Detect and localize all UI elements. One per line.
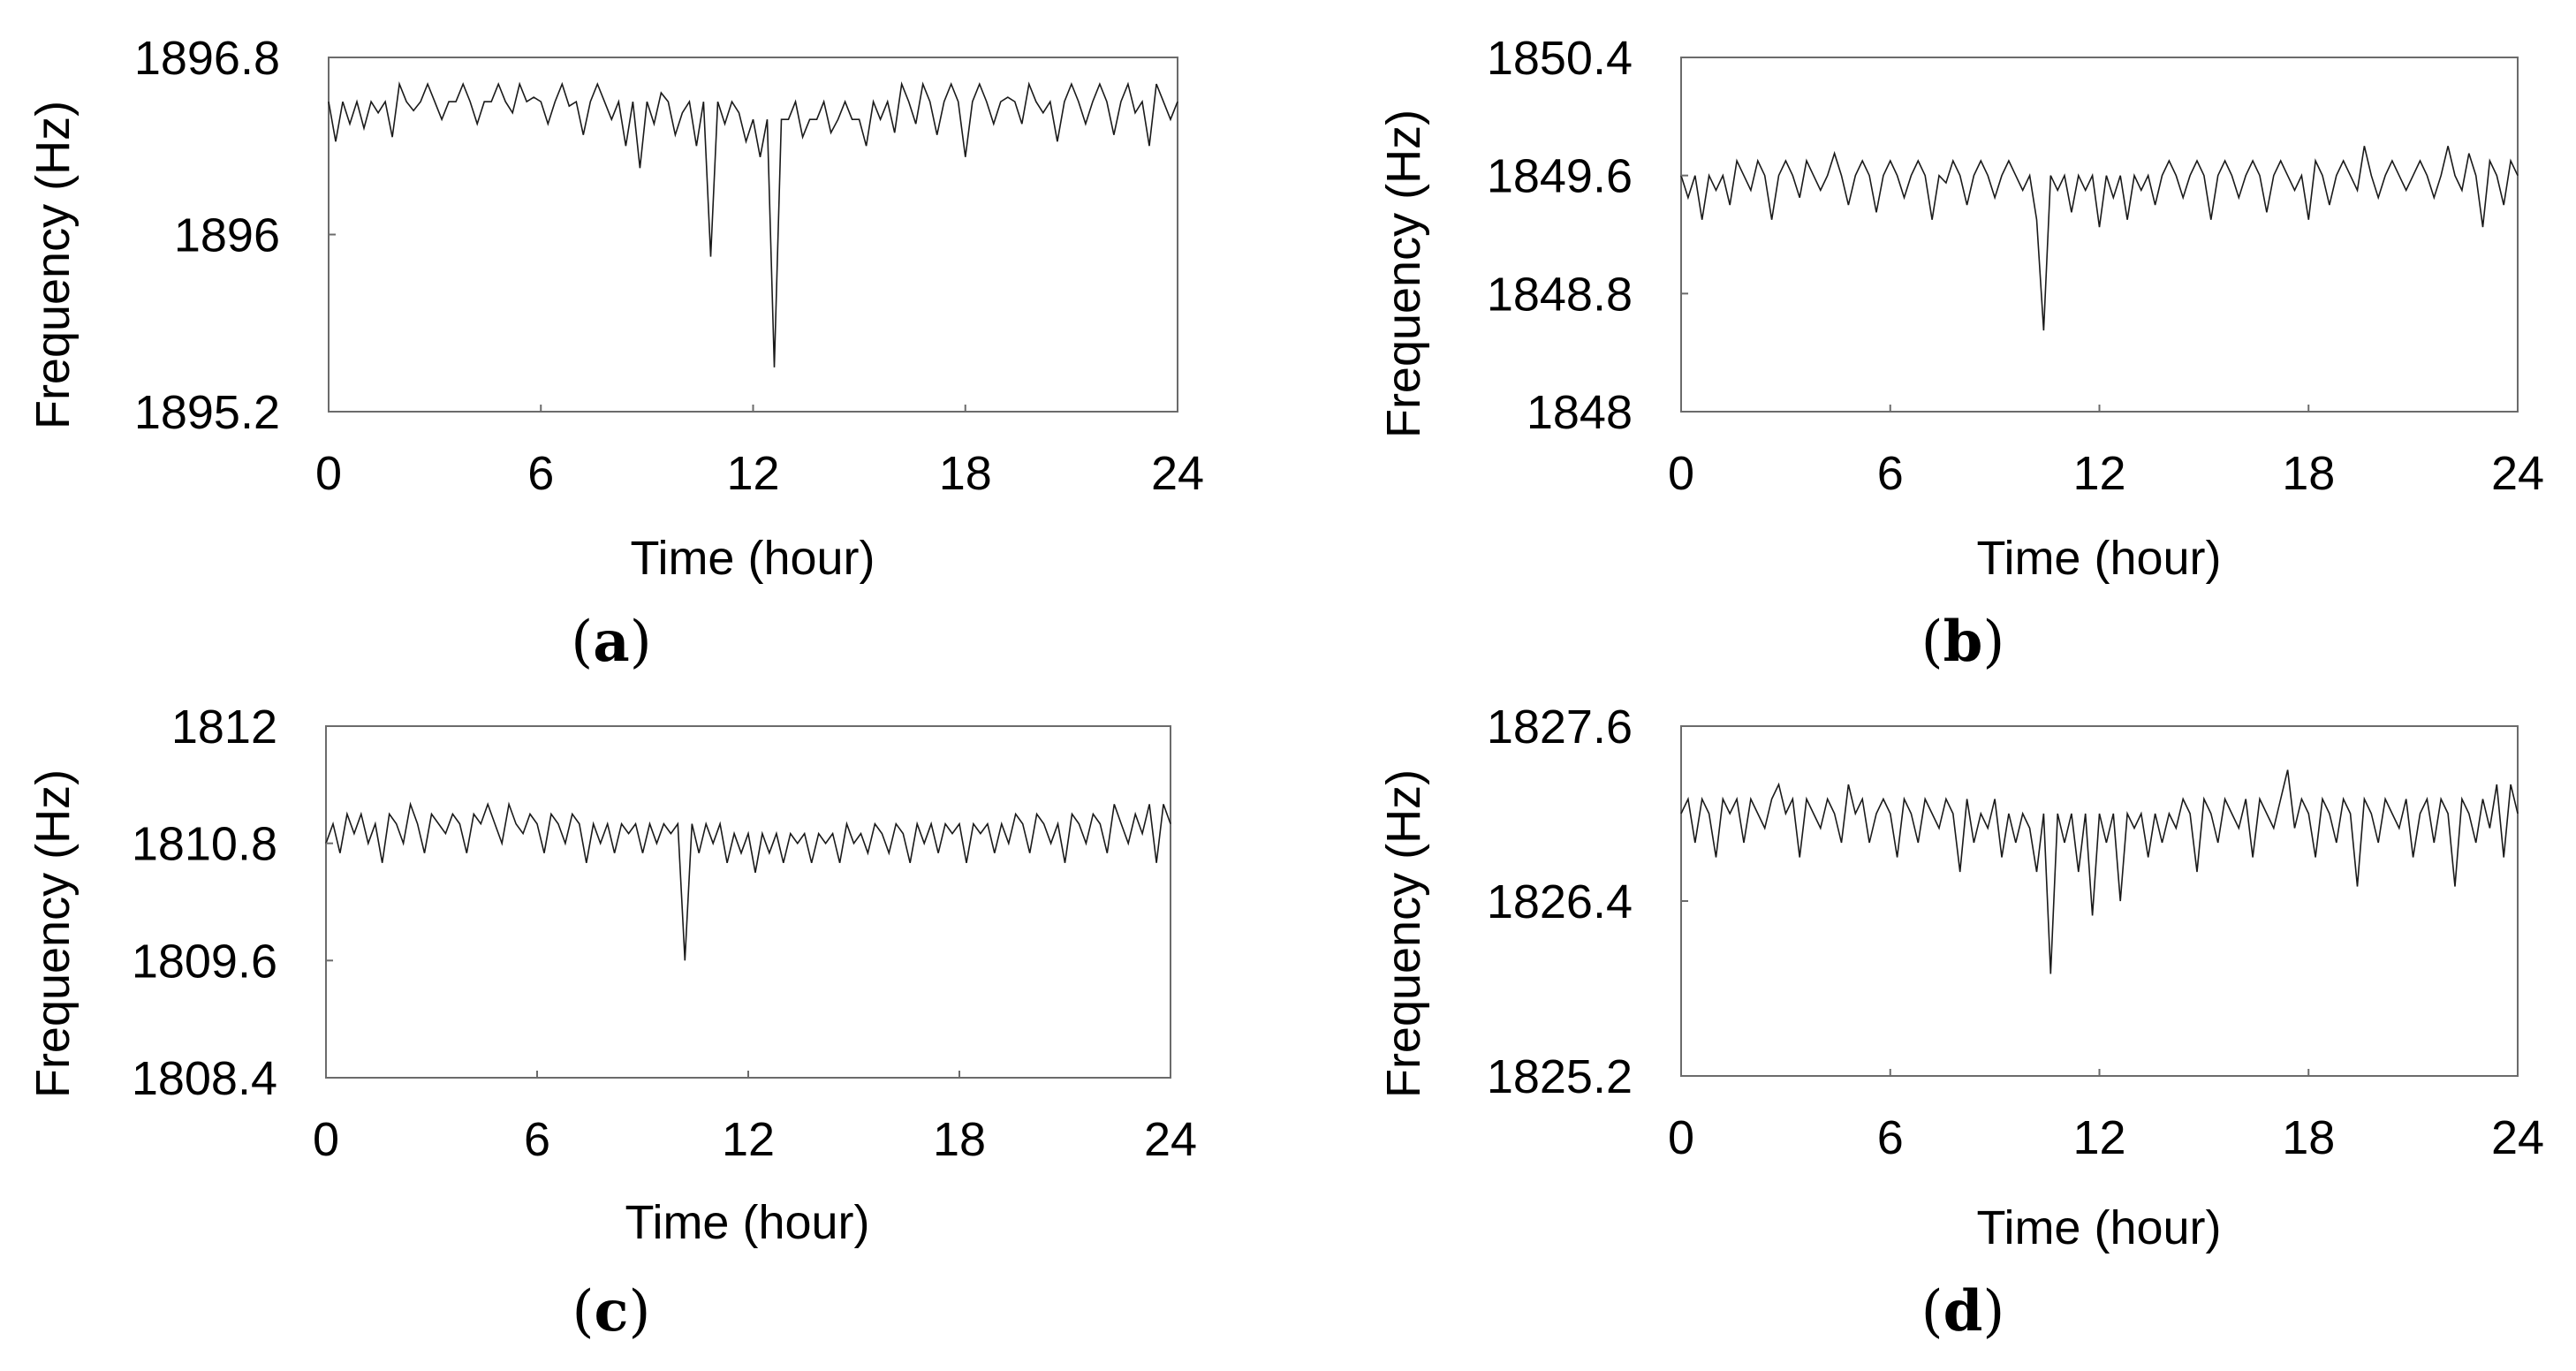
x-tick-label: 6	[1877, 1111, 1904, 1164]
y-tick-label: 1896	[174, 209, 280, 262]
plot-frame	[1680, 725, 2519, 1077]
y-axis-title: Frequency (Hz)	[1377, 769, 1430, 1098]
series-line	[1680, 146, 2519, 331]
panel-label-open: (	[1921, 1279, 1943, 1344]
panel-label-letter: d	[1943, 1278, 1983, 1344]
axis-ticks: 0 6 12 18 24 1895.2 1896 1896.8	[134, 32, 1204, 500]
panel-label: (b)	[1921, 609, 2005, 675]
x-axis-title: Time (hour)	[625, 1196, 869, 1249]
panel-a: 0 6 12 18 24 1895.2 1896 1896.8 Time (hour) Fre…	[27, 32, 1204, 675]
panel-label-open: (	[571, 610, 593, 675]
x-tick-label: 0	[1668, 447, 1694, 500]
x-tick-label: 12	[2072, 1111, 2125, 1164]
x-tick-label: 12	[722, 1113, 775, 1166]
panel-label: (c)	[572, 1278, 651, 1344]
x-tick-label: 6	[524, 1113, 550, 1166]
y-tick-label: 1826.4	[1487, 875, 1633, 928]
panel-label-letter: a	[593, 609, 629, 675]
series-line-group	[325, 801, 1171, 961]
y-tick-label: 1812	[171, 701, 277, 754]
x-axis-title: Time (hour)	[630, 532, 875, 585]
axis-ticks: 0 6 12 18 24 1825.2 1826.4 1827.6	[1487, 701, 2544, 1164]
x-tick-label: 24	[2491, 447, 2544, 500]
series-line	[328, 80, 1178, 367]
x-axis-title: Time (hour)	[1976, 1201, 2221, 1254]
x-tick-label: 0	[315, 447, 342, 500]
y-tick-label: 1808.4	[132, 1052, 277, 1105]
y-tick-label: 1827.6	[1487, 701, 1633, 754]
plot-frame	[328, 57, 1178, 413]
axis-ticks: 0 6 12 18 24 1808.4 1809.6 1810.8 1812	[132, 701, 1197, 1166]
y-axis-title: Frequency (Hz)	[1377, 110, 1430, 438]
plot-frame	[1680, 57, 2519, 413]
y-tick-label: 1895.2	[134, 386, 280, 439]
y-tick-label: 1850.4	[1487, 32, 1633, 85]
y-tick-label: 1810.8	[132, 818, 277, 871]
y-tick-label: 1848.8	[1487, 268, 1633, 321]
panel-c: 0 6 12 18 24 1808.4 1809.6 1810.8 1812 Time (hou…	[27, 701, 1197, 1344]
panel-label: (d)	[1921, 1278, 2005, 1344]
x-tick-label: 24	[1144, 1113, 1197, 1166]
x-tick-label: 24	[1151, 447, 1204, 500]
plot-frame	[325, 725, 1171, 1079]
panel-label-letter: c	[595, 1278, 629, 1344]
series-line-group	[1680, 146, 2519, 331]
panel-label-close: )	[1982, 1279, 2004, 1344]
panel-label: (a)	[571, 609, 651, 675]
panel-d: 0 6 12 18 24 1825.2 1826.4 1827.6 Time (hour) F…	[1377, 701, 2544, 1344]
y-tick-label: 1849.6	[1487, 150, 1633, 203]
y-tick-label: 1896.8	[134, 32, 280, 85]
x-tick-label: 18	[933, 1113, 986, 1166]
x-tick-label: 12	[726, 447, 779, 500]
y-axis-title: Frequency (Hz)	[27, 101, 80, 429]
y-tick-label: 1825.2	[1487, 1050, 1633, 1103]
y-tick-label: 1809.6	[132, 935, 277, 988]
panel-b: 0 6 12 18 24 1848 1848.8 1849.6 1850.4 Time (hou…	[1377, 32, 2544, 675]
x-axis-title: Time (hour)	[1976, 532, 2221, 585]
panel-label-close: )	[1982, 610, 2004, 675]
series-line-group	[1680, 769, 2519, 974]
y-tick-label: 1848	[1527, 386, 1633, 439]
axis-ticks: 0 6 12 18 24 1848 1848.8 1849.6 1850.4	[1487, 32, 2544, 500]
x-tick-label: 18	[2282, 447, 2335, 500]
panel-label-open: (	[1921, 610, 1943, 675]
x-tick-label: 6	[1877, 447, 1904, 500]
x-tick-label: 18	[939, 447, 992, 500]
series-line	[325, 801, 1171, 961]
panel-label-open: (	[572, 1279, 595, 1344]
panel-label-close: )	[630, 610, 652, 675]
panel-label-letter: b	[1943, 609, 1983, 675]
series-line	[1680, 769, 2519, 974]
x-tick-label: 0	[313, 1113, 339, 1166]
x-tick-label: 24	[2491, 1111, 2544, 1164]
x-tick-label: 12	[2072, 447, 2125, 500]
x-tick-label: 6	[527, 447, 554, 500]
x-tick-label: 18	[2282, 1111, 2335, 1164]
panel-label-close: )	[628, 1279, 650, 1344]
x-tick-label: 0	[1668, 1111, 1694, 1164]
series-line-group	[328, 80, 1178, 367]
y-axis-title: Frequency (Hz)	[27, 769, 80, 1098]
